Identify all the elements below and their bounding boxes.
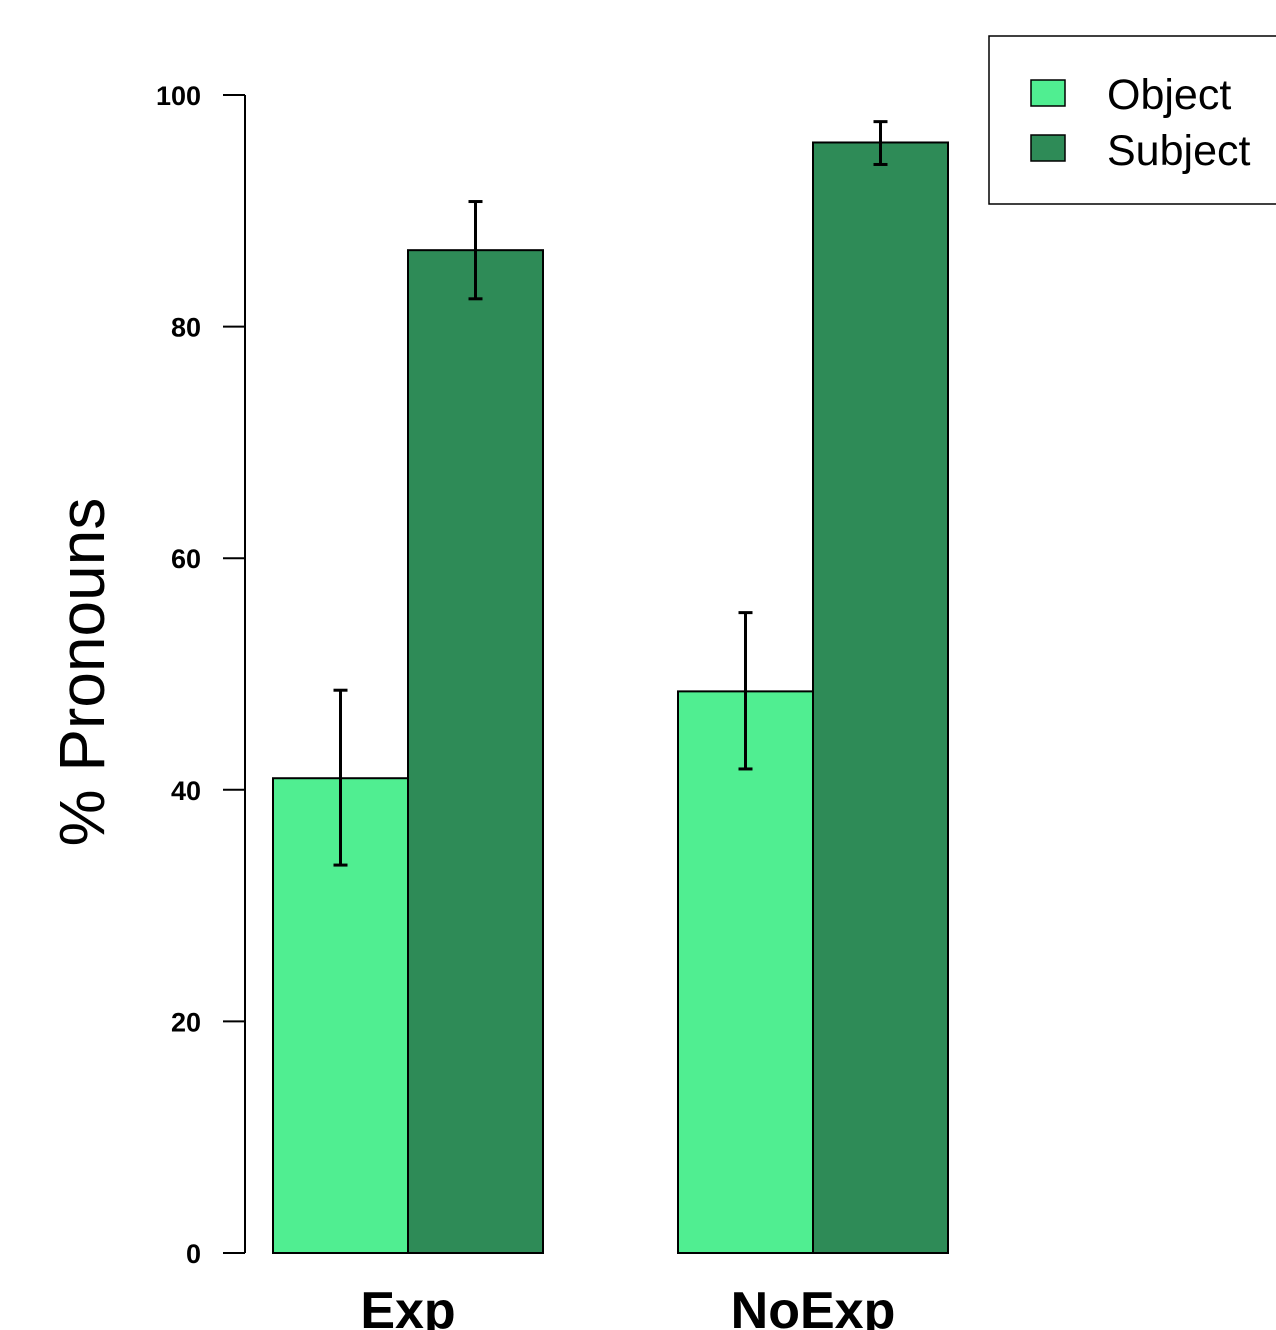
y-axis-title: % Pronouns [46,498,118,847]
legend-label-subject: Subject [1107,127,1250,175]
error-bars-layer [333,120,888,867]
y-tick-label-40: 40 [171,776,201,806]
bar-subject-exp [407,249,544,1254]
legend-swatch-object [1030,79,1066,107]
bar-object-noexp [677,690,814,1254]
y-tick-label-0: 0 [186,1239,201,1269]
category-label-exp: Exp [360,1282,455,1330]
y-tick-label-20: 20 [171,1007,201,1037]
y-tick-label-100: 100 [156,81,201,111]
category-label-noexp: NoExp [731,1282,896,1330]
error-bar-subject-exp [468,200,483,301]
error-bar-object-exp [333,688,348,867]
error-bar-object-noexp [738,611,753,771]
bar-subject-noexp [812,141,949,1254]
y-tick-label-60: 60 [171,544,201,574]
category-labels: Exp NoExp [360,1282,895,1330]
legend-label-object: Object [1107,71,1231,119]
error-bar-subject-noexp [873,120,888,166]
legend: Object Subject [988,35,1276,205]
legend-box [988,35,1276,205]
legend-swatch-subject [1030,134,1066,162]
bars-layer [272,141,949,1254]
y-axis: 0 20 40 60 80 100 [156,81,246,1269]
y-tick-label-80: 80 [171,313,201,343]
